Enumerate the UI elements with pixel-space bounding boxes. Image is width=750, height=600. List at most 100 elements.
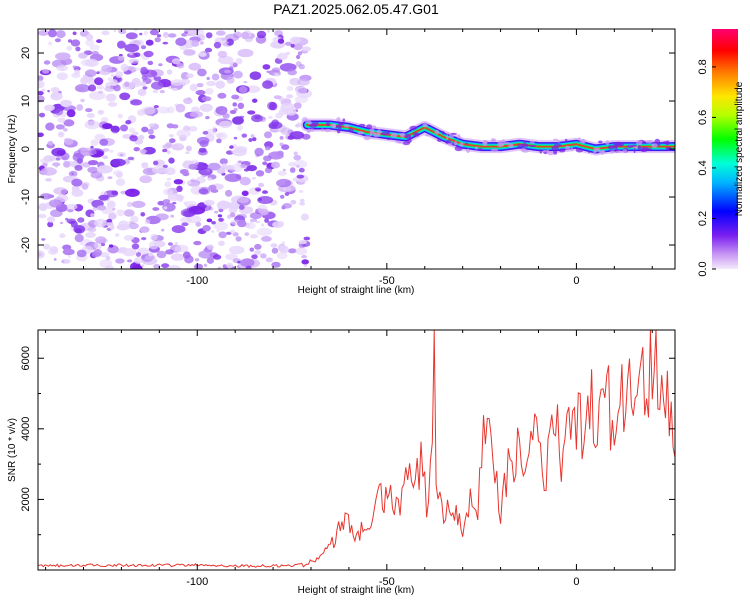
noise-speckle <box>186 73 194 78</box>
noise-speckle <box>123 235 135 241</box>
ridge-speckle <box>336 128 341 134</box>
noise-speckle <box>299 201 305 206</box>
noise-speckle <box>205 88 214 95</box>
noise-speckle <box>237 197 249 204</box>
noise-speckle <box>128 127 136 133</box>
noise-speckle <box>262 80 274 89</box>
noise-speckle <box>144 219 151 225</box>
noise-speckle <box>71 172 74 175</box>
noise-speckle <box>158 63 163 67</box>
noise-speckle <box>116 209 125 217</box>
noise-speckle <box>66 45 73 51</box>
noise-speckle <box>221 37 226 41</box>
noise-speckle <box>115 71 123 78</box>
noise-speckle <box>289 131 305 140</box>
ridge-speckle <box>520 148 527 152</box>
noise-speckle <box>208 184 217 191</box>
noise-speckle <box>75 46 81 52</box>
noise-speckle <box>88 84 97 92</box>
noise-speckle <box>62 248 75 256</box>
noise-speckle <box>38 75 44 82</box>
ridge-speckle <box>386 137 391 141</box>
ridge-speckle <box>665 147 670 151</box>
ridge-speckle <box>605 140 610 146</box>
noise-speckle <box>297 51 303 56</box>
noise-speckle <box>175 37 187 46</box>
noise-speckle <box>180 72 190 81</box>
noise-speckle <box>201 96 212 102</box>
noise-speckle <box>254 250 262 255</box>
noise-speckle <box>181 222 189 227</box>
noise-speckle <box>161 228 165 232</box>
noise-speckle <box>144 254 156 260</box>
noise-speckle <box>201 169 212 176</box>
noise-speckle <box>258 182 265 188</box>
noise-speckle <box>219 109 227 116</box>
noise-speckle <box>134 52 141 57</box>
colorbar-ticks: 0.0 0.2 0.4 0.6 0.8 <box>697 59 716 277</box>
noise-speckle <box>166 69 173 75</box>
noise-speckle <box>131 243 140 250</box>
noise-speckle <box>141 264 145 268</box>
noise-speckle <box>249 247 255 252</box>
noise-speckle <box>152 207 160 211</box>
noise-speckle <box>300 213 309 221</box>
noise-speckle <box>237 219 247 228</box>
ridge-speckle <box>409 125 418 131</box>
noise-speckle <box>90 213 95 218</box>
noise-speckle <box>117 113 123 119</box>
noise-speckle <box>99 259 113 268</box>
noise-speckle <box>66 203 78 210</box>
noise-speckle <box>198 250 214 259</box>
noise-speckle <box>129 135 138 142</box>
y-tick-label: 4000 <box>20 417 32 441</box>
noise-speckle <box>105 93 117 102</box>
noise-speckle <box>55 30 66 39</box>
spectrogram-ylabel: Frequency (Hz) <box>7 115 18 184</box>
ridge-speckle <box>358 123 366 128</box>
snr-ylabel: SNR (10 * v/v) <box>7 418 18 482</box>
ridge-speckle <box>483 140 488 143</box>
noise-speckle <box>194 263 203 269</box>
noise-speckle <box>147 128 154 135</box>
ridge-speckle <box>477 148 484 151</box>
noise-speckle <box>68 255 71 258</box>
noise-speckle <box>233 136 238 140</box>
ridge-speckle <box>502 139 505 142</box>
noise-speckle <box>262 64 271 70</box>
noise-speckle <box>211 230 215 233</box>
ridge-speckle <box>553 151 558 155</box>
noise-speckle <box>87 166 99 174</box>
ridge-speckle <box>570 147 574 152</box>
noise-speckle <box>72 65 77 69</box>
noise-speckle <box>101 64 113 72</box>
noise-speckle <box>284 41 292 46</box>
noise-speckle <box>80 147 96 156</box>
noise-speckle <box>238 86 248 94</box>
noise-speckle <box>293 154 302 161</box>
noise-speckle <box>43 243 51 250</box>
noise-speckle <box>120 124 128 132</box>
ridge-speckle <box>598 140 603 144</box>
noise-speckle <box>202 130 209 135</box>
noise-speckle <box>125 120 132 125</box>
noise-speckle <box>193 240 202 246</box>
noise-speckle <box>106 222 114 227</box>
noise-speckle <box>38 112 46 118</box>
noise-speckle <box>126 259 133 263</box>
noise-speckle <box>271 161 280 169</box>
x-tick-label: -100 <box>186 275 208 287</box>
noise-speckle <box>290 199 297 205</box>
noise-speckle <box>113 84 121 92</box>
noise-speckle <box>249 212 262 220</box>
noise-speckle <box>232 62 238 68</box>
ridge-speckle <box>491 138 495 143</box>
noise-speckle <box>280 194 285 199</box>
ridge-speckle <box>504 142 510 145</box>
noise-speckle <box>139 226 150 233</box>
noise-speckle <box>141 163 145 166</box>
noise-speckle <box>50 92 63 101</box>
noise-speckle <box>109 225 115 230</box>
noise-speckle <box>264 167 273 174</box>
